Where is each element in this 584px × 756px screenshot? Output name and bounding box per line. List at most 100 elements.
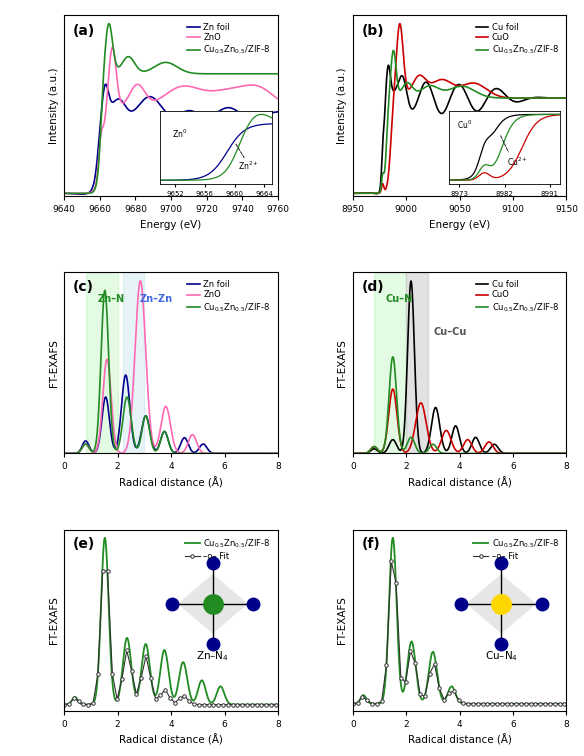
–o– Fit [263,700,270,709]
Cu$_{0.5}$Zn$_{0.5}$/ZIF-8 [177,666,184,675]
Cu foil [525,449,532,458]
Cu$_{0.5}$Zn$_{0.5}$/ZIF-8 [102,533,109,542]
Text: (d): (d) [361,280,384,293]
CuO [477,448,484,457]
–o– Fit [440,695,447,704]
Cu$_{0.5}$Zn$_{0.5}$/ZIF-8 [270,700,277,709]
–o– Fit [196,700,203,709]
Cu$_{0.5}$Zn$_{0.5}$/ZIF-8 [451,686,458,696]
ZnO [116,92,123,101]
–o– Fit [152,695,159,704]
–o– Fit [272,700,279,709]
Cu$_{0.5}$Zn$_{0.5}$/ZIF-8 [510,94,517,103]
Cu$_{0.5}$Zn$_{0.5}$/ZIF-8 [204,70,211,79]
Line: Cu$_{0.5}$Zn$_{0.5}$/ZIF-8: Cu$_{0.5}$Zn$_{0.5}$/ZIF-8 [353,538,566,704]
Cu$_{0.5}$Zn$_{0.5}$/ZIF-8 [465,449,472,458]
–o– Fit [470,699,477,708]
Legend: Cu foil, CuO, Cu$_{0.5}$Zn$_{0.5}$/ZIF-8: Cu foil, CuO, Cu$_{0.5}$Zn$_{0.5}$/ZIF-8 [472,277,562,317]
–o– Fit [479,699,486,708]
Cu$_{0.5}$Zn$_{0.5}$/ZIF-8 [158,59,165,68]
Line: Cu$_{0.5}$Zn$_{0.5}$/ZIF-8: Cu$_{0.5}$Zn$_{0.5}$/ZIF-8 [353,357,566,454]
Cu$_{0.5}$Zn$_{0.5}$/ZIF-8 [477,449,484,458]
Cu$_{0.5}$Zn$_{0.5}$/ZIF-8 [189,449,196,458]
Zn foil [163,429,170,438]
–o– Fit [248,700,255,709]
Line: Cu foil: Cu foil [353,65,566,194]
Cu$_{0.5}$Zn$_{0.5}$/ZIF-8 [525,449,532,458]
ZnO [177,448,184,457]
–o– Fit [522,699,529,708]
Cu$_{0.5}$Zn$_{0.5}$/ZIF-8 [453,449,460,458]
ZnO [61,189,68,198]
Text: Cu–N: Cu–N [386,294,413,304]
X-axis label: Radical distance (Å): Radical distance (Å) [408,734,512,745]
–o– Fit [537,699,544,708]
CuO [510,94,517,103]
Cu$_{0.5}$Zn$_{0.5}$/ZIF-8 [102,286,109,295]
–o– Fit [157,691,164,700]
Y-axis label: FT-EXAFS: FT-EXAFS [48,596,58,644]
ZnO [222,85,229,94]
Cu foil [405,96,412,105]
–o– Fit [70,694,77,703]
Cu$_{0.5}$Zn$_{0.5}$/ZIF-8 [270,449,277,458]
–o– Fit [493,699,500,708]
–o– Fit [229,700,236,709]
–o– Fit [517,699,524,708]
–o– Fit [551,699,558,708]
–o– Fit [258,700,265,709]
ZnO [270,449,277,458]
–o– Fit [99,566,106,575]
–o– Fit [244,700,251,709]
–o– Fit [489,699,496,708]
Line: ZnO: ZnO [64,281,278,454]
Zn foil [61,189,68,198]
–o– Fit [450,686,457,696]
–o– Fit [205,700,212,709]
Zn foil [116,94,123,104]
–o– Fit [166,693,173,702]
Line: CuO: CuO [353,389,566,454]
CuO [525,449,532,458]
Cu$_{0.5}$Zn$_{0.5}$/ZIF-8 [349,189,356,198]
Zn foil [223,104,230,113]
Cu$_{0.5}$Zn$_{0.5}$/ZIF-8 [387,70,394,79]
Zn foil [189,447,196,456]
Cu$_{0.5}$Zn$_{0.5}$/ZIF-8 [349,449,356,458]
Cu foil [476,106,483,115]
–o– Fit [186,697,193,706]
Text: (f): (f) [361,537,380,551]
Cu$_{0.5}$Zn$_{0.5}$/ZIF-8 [563,94,570,103]
–o– Fit [119,674,126,683]
ZnO [274,449,281,458]
Cu$_{0.5}$Zn$_{0.5}$/ZIF-8 [465,699,472,708]
Text: (b): (b) [361,24,384,38]
–o– Fit [104,566,111,575]
ZnO [158,93,165,102]
Cu$_{0.5}$Zn$_{0.5}$/ZIF-8 [177,449,184,458]
Cu$_{0.5}$Zn$_{0.5}$/ZIF-8 [558,699,565,708]
Legend: Cu$_{0.5}$Zn$_{0.5}$/ZIF-8, –o– Fit: Cu$_{0.5}$Zn$_{0.5}$/ZIF-8, –o– Fit [182,534,274,564]
Bar [123,272,144,454]
Line: Zn foil: Zn foil [64,84,278,194]
–o– Fit [171,699,178,708]
–o– Fit [133,689,140,699]
CuO [397,19,404,28]
ZnO [164,404,171,414]
Cu$_{0.5}$Zn$_{0.5}$/ZIF-8 [61,449,68,458]
–o– Fit [200,700,207,709]
Cu$_{0.5}$Zn$_{0.5}$/ZIF-8 [163,429,170,438]
–o– Fit [436,683,443,692]
–o– Fit [267,700,274,709]
–o– Fit [426,669,433,678]
Cu$_{0.5}$Zn$_{0.5}$/ZIF-8 [189,695,196,704]
Cu foil [465,446,472,455]
Cu foil [408,277,415,286]
Cu$_{0.5}$Zn$_{0.5}$/ZIF-8 [451,449,458,458]
–o– Fit [412,659,419,668]
CuO [446,78,453,87]
Text: (e): (e) [73,537,95,551]
Line: –o– Fit: –o– Fit [62,569,277,706]
X-axis label: Energy (eV): Energy (eV) [429,220,490,230]
–o– Fit [162,685,169,694]
